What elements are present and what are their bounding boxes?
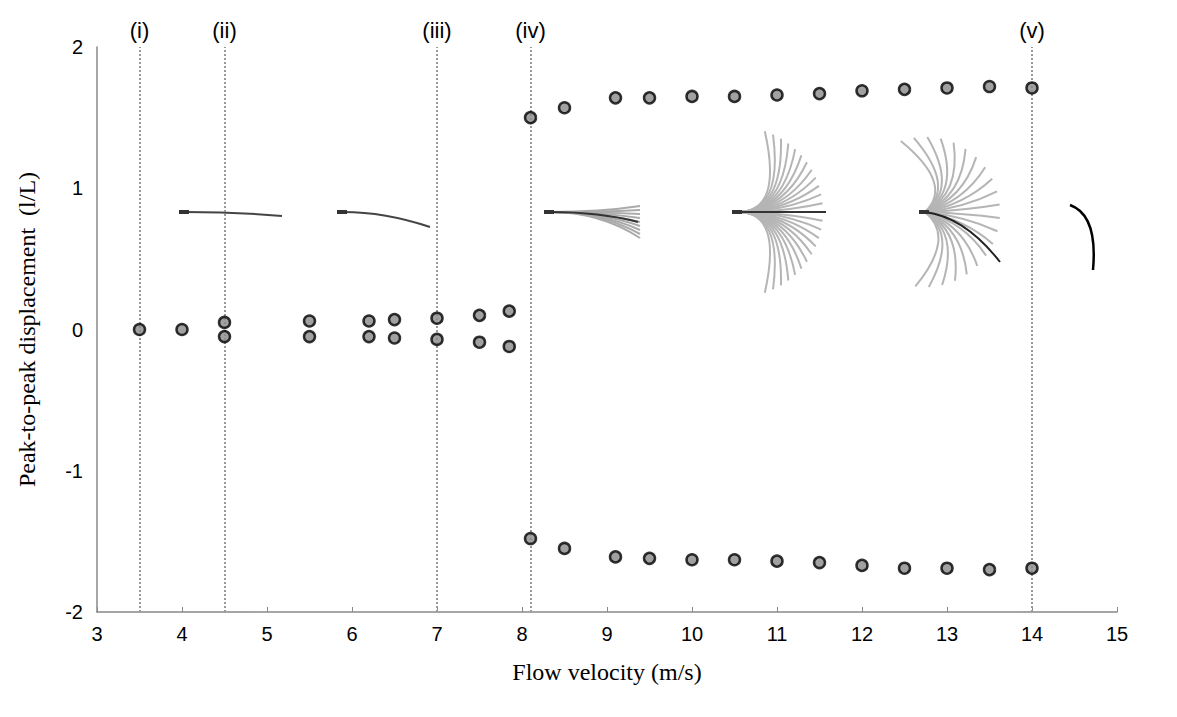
svg-text:1: 1 [72, 177, 83, 199]
svg-text:6: 6 [346, 623, 357, 645]
svg-text:11: 11 [767, 623, 788, 645]
svg-text:2: 2 [72, 36, 83, 58]
svg-text:5: 5 [261, 623, 272, 645]
svg-text:Flow velocity (m/s): Flow velocity (m/s) [512, 659, 701, 685]
svg-text:8: 8 [516, 623, 527, 645]
svg-text:7: 7 [431, 623, 442, 645]
svg-text:(iii): (iii) [422, 18, 451, 43]
svg-text:Peak-to-peak displacement (l/: Peak-to-peak displacement (l/L) [14, 172, 40, 487]
svg-text:(ii): (ii) [212, 18, 236, 43]
svg-text:(i): (i) [130, 18, 150, 43]
svg-text:10: 10 [681, 623, 703, 645]
svg-text:15: 15 [1106, 623, 1128, 645]
svg-text:-2: -2 [65, 601, 83, 623]
svg-text:(iv): (iv) [515, 18, 546, 43]
svg-text:(v): (v) [1019, 18, 1045, 43]
svg-text:9: 9 [601, 623, 612, 645]
svg-text:13: 13 [936, 623, 958, 645]
svg-text:14: 14 [1021, 623, 1043, 645]
svg-text:4: 4 [176, 623, 187, 645]
svg-text:0: 0 [72, 319, 83, 341]
svg-text:12: 12 [851, 623, 873, 645]
svg-text:-1: -1 [65, 460, 83, 482]
svg-text:3: 3 [91, 623, 102, 645]
